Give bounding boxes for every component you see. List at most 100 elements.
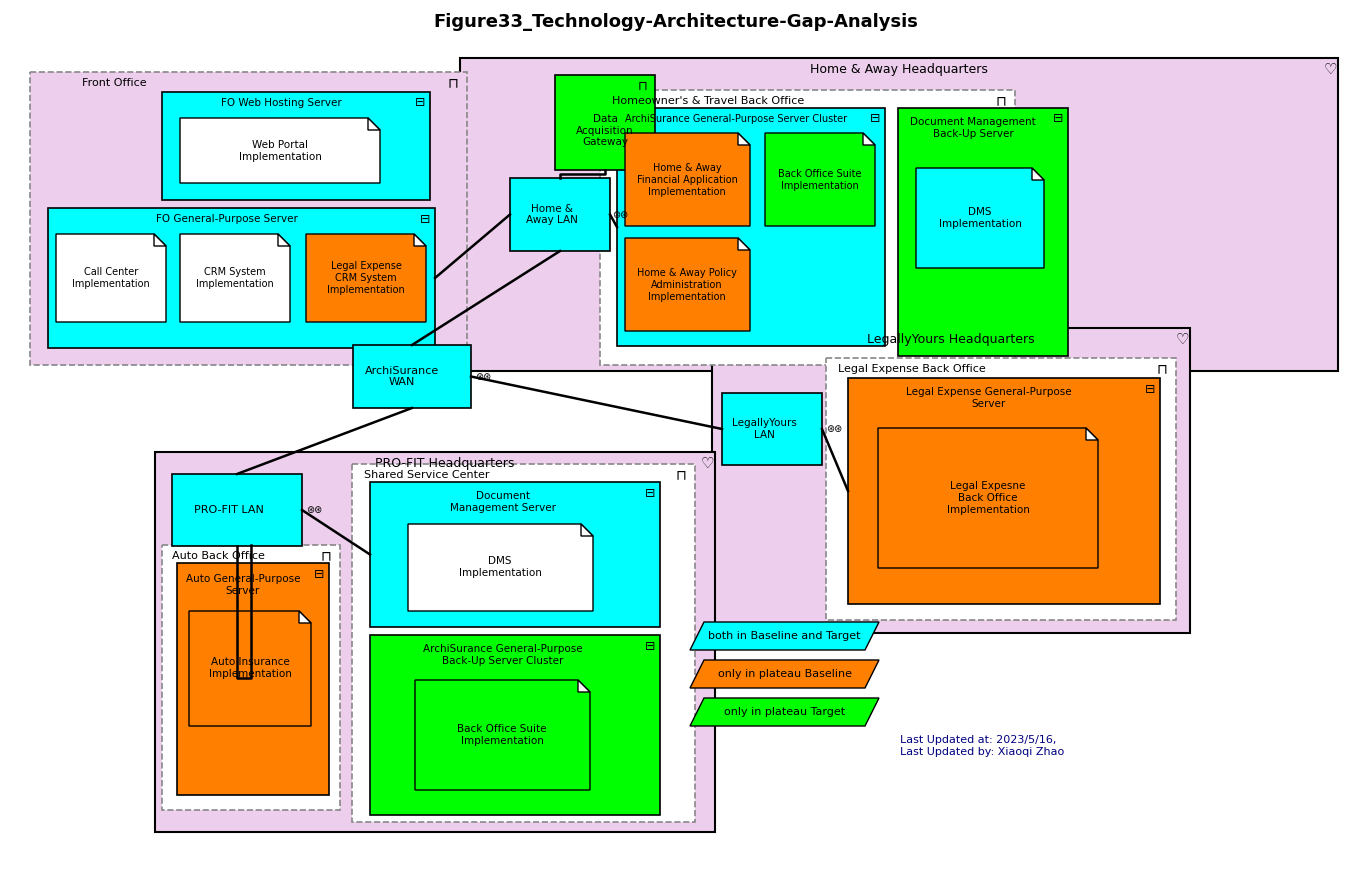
Text: Home &
Away LAN: Home & Away LAN [526,204,578,226]
Polygon shape [154,234,166,246]
Polygon shape [306,234,426,322]
Text: ArchiSurance
WAN: ArchiSurance WAN [365,366,440,388]
Text: Document
Management Server: Document Management Server [451,491,556,513]
Text: ⊛⊛: ⊛⊛ [306,505,322,515]
Text: Front Office: Front Office [83,78,146,88]
Polygon shape [916,168,1045,268]
Polygon shape [580,524,593,536]
Bar [723,393,823,465]
Bar [617,108,885,346]
Text: DMS
Implementation: DMS Implementation [459,557,541,577]
Text: ⊟: ⊟ [645,487,655,499]
Text: ArchiSurance General-Purpose
Back-Up Server Cluster: ArchiSurance General-Purpose Back-Up Ser… [423,645,583,665]
Text: Call Center
Implementation: Call Center Implementation [72,267,150,289]
Text: FO General-Purpose Server: FO General-Purpose Server [156,214,298,224]
Text: LegallyYours Headquarters: LegallyYours Headquarters [867,333,1035,346]
Text: ⊛⊛: ⊛⊛ [475,372,491,381]
Text: Home & Away Policy
Administration
Implementation: Home & Away Policy Administration Implem… [637,268,737,301]
Polygon shape [277,234,290,246]
Text: Auto Back Office: Auto Back Office [172,551,265,561]
Text: ♡: ♡ [1323,62,1337,77]
Text: Back Office Suite
Implementation: Back Office Suite Implementation [778,169,862,191]
Text: Legal Expesne
Back Office
Implementation: Legal Expesne Back Office Implementation [947,482,1030,515]
Text: ⊟: ⊟ [1145,382,1155,395]
Text: Data
Acquisition
Gateway: Data Acquisition Gateway [576,114,633,147]
Bar [460,58,1338,371]
Polygon shape [764,133,875,226]
Polygon shape [414,234,426,246]
Bar [369,482,660,627]
Polygon shape [625,238,750,331]
Text: Home & Away Headquarters: Home & Away Headquarters [810,63,988,76]
Text: FO Web Hosting Server: FO Web Hosting Server [221,98,341,108]
Text: ⊓: ⊓ [321,549,331,563]
Polygon shape [737,133,750,145]
Bar [47,208,436,348]
Text: ⊓: ⊓ [1157,362,1168,376]
Text: Auto Insurance
Implementation: Auto Insurance Implementation [208,658,291,679]
Polygon shape [863,133,875,145]
Polygon shape [180,234,290,322]
Polygon shape [189,611,311,726]
Bar [369,635,660,815]
Text: Last Updated at: 2023/5/16,
Last Updated by: Xiaoqi Zhao: Last Updated at: 2023/5/16, Last Updated… [900,735,1065,757]
Text: ♡: ♡ [701,456,714,470]
Text: Legal Expense Back Office: Legal Expense Back Office [838,364,986,374]
Text: PRO-FIT LAN: PRO-FIT LAN [193,505,264,515]
Polygon shape [737,238,750,250]
Text: ⊛⊛: ⊛⊛ [825,424,842,434]
Bar [172,474,302,546]
Polygon shape [878,428,1099,568]
Text: ⊟: ⊟ [870,112,881,125]
Bar [353,345,471,408]
Text: Web Portal
Implementation: Web Portal Implementation [238,140,322,162]
Polygon shape [409,524,593,611]
Polygon shape [299,611,311,623]
Polygon shape [625,133,750,226]
Text: Figure33_Technology-Architecture-Gap-Analysis: Figure33_Technology-Architecture-Gap-Ana… [433,13,919,31]
Polygon shape [690,698,879,726]
Text: ArchiSurance General-Purpose Server Cluster: ArchiSurance General-Purpose Server Clus… [625,114,847,124]
Text: Homeowner's & Travel Back Office: Homeowner's & Travel Back Office [612,96,804,106]
Text: ⊓: ⊓ [675,468,686,482]
Text: both in Baseline and Target: both in Baseline and Target [708,631,861,641]
Polygon shape [690,660,879,688]
Bar [177,563,329,795]
Bar [599,90,1015,365]
Text: Back Office Suite
Implementation: Back Office Suite Implementation [457,724,547,746]
Bar [162,92,430,200]
Text: ⊓: ⊓ [996,94,1007,108]
Text: ♡: ♡ [1176,332,1189,347]
Bar [352,464,695,822]
Bar [510,178,610,251]
Text: ⊓: ⊓ [448,76,459,90]
Text: Document Management
Back-Up Server: Document Management Back-Up Server [911,118,1036,138]
Polygon shape [180,118,380,183]
Text: ⊟: ⊟ [314,568,325,580]
Text: Legal Expense
CRM System
Implementation: Legal Expense CRM System Implementation [327,261,405,294]
Text: ⊟: ⊟ [645,639,655,652]
Bar [848,378,1160,604]
Text: Shared Service Center: Shared Service Center [364,470,490,480]
Text: Legal Expense General-Purpose
Server: Legal Expense General-Purpose Server [907,388,1072,408]
Bar [30,72,467,365]
Text: ⊟: ⊟ [415,97,425,110]
Text: ⊟: ⊟ [1053,112,1063,125]
Text: DMS
Implementation: DMS Implementation [939,207,1022,229]
Polygon shape [1032,168,1045,180]
Bar [162,545,340,810]
Text: ⊓: ⊓ [639,79,648,92]
Text: only in plateau Target: only in plateau Target [724,707,846,717]
Bar [156,452,714,832]
Polygon shape [55,234,166,322]
Text: CRM System
Implementation: CRM System Implementation [196,267,273,289]
Polygon shape [1086,428,1099,440]
Bar [825,358,1176,620]
Bar [898,108,1068,356]
Polygon shape [415,680,590,790]
Text: PRO-FIT Headquarters: PRO-FIT Headquarters [375,456,514,469]
Polygon shape [578,680,590,692]
Text: ⊟: ⊟ [419,213,430,226]
Text: Auto General-Purpose
Server: Auto General-Purpose Server [185,574,300,596]
Polygon shape [368,118,380,130]
